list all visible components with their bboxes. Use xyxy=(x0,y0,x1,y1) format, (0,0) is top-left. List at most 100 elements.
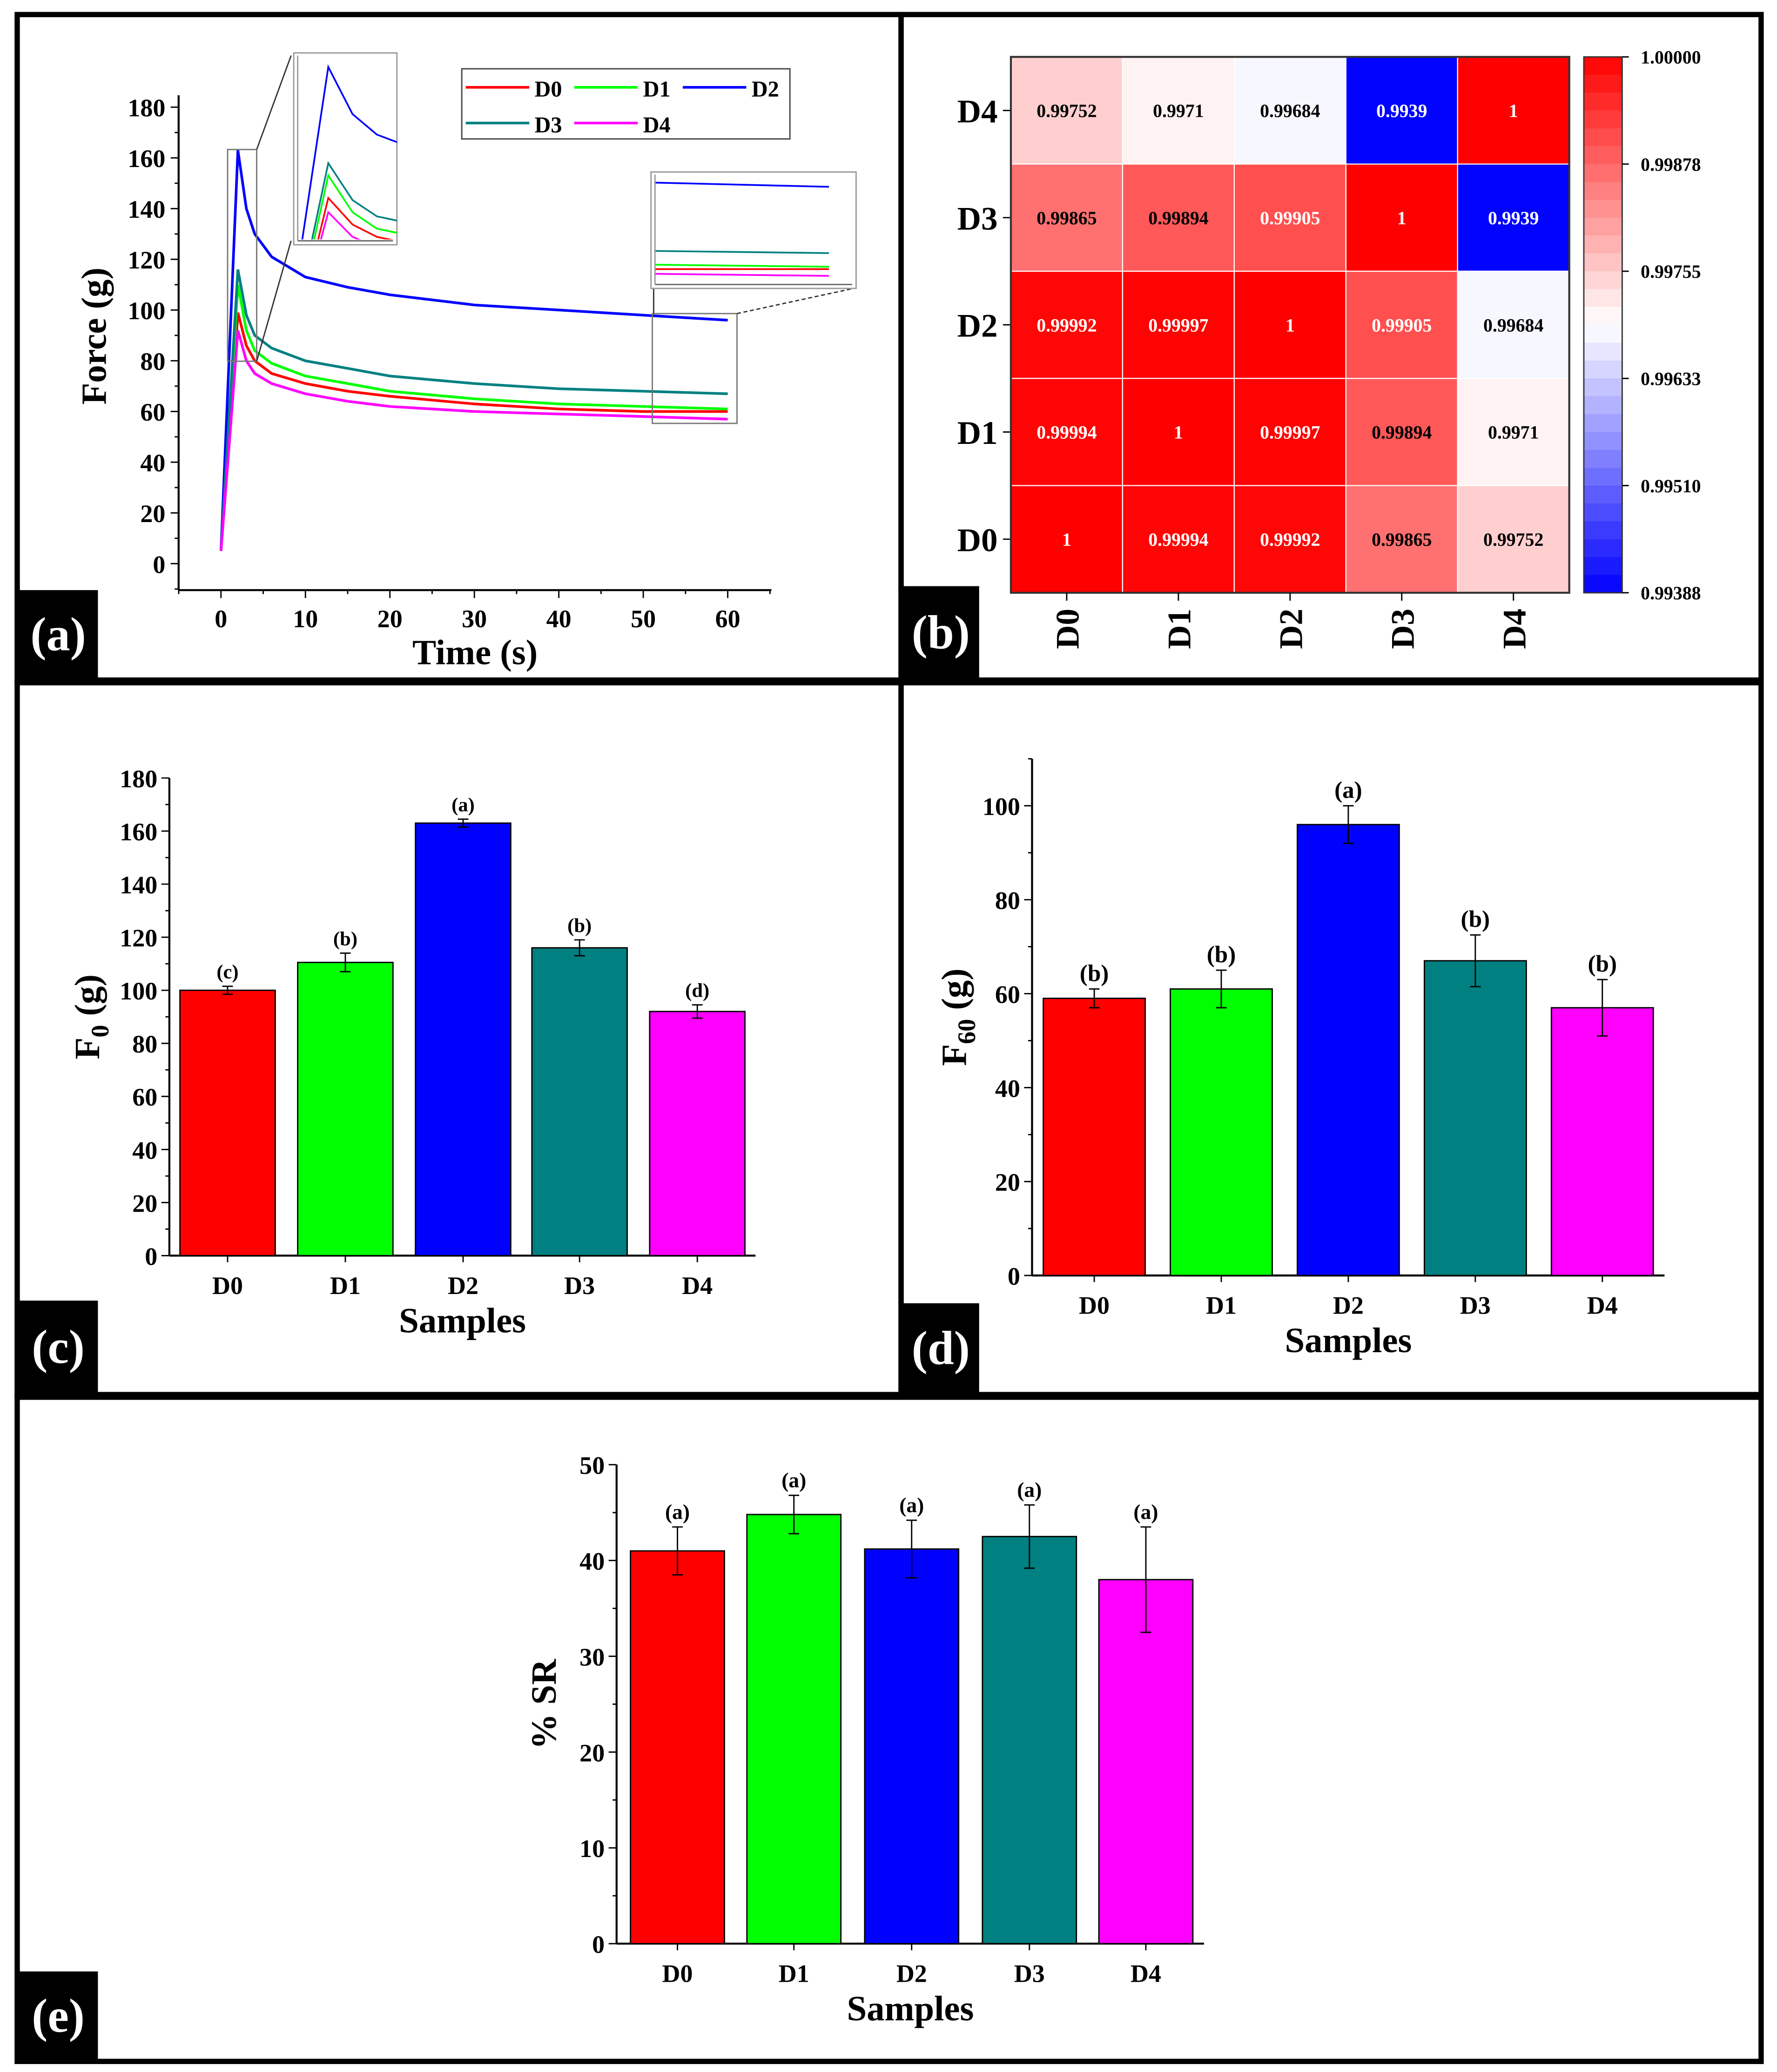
bar-d1 xyxy=(1170,988,1273,1276)
colorbar-step xyxy=(1583,93,1622,111)
x-tick-label: D0 xyxy=(1079,1292,1110,1320)
series-line-d3 xyxy=(219,269,728,551)
heatmap-cell-value: 0.99752 xyxy=(1037,101,1097,121)
colorbar-step xyxy=(1583,217,1622,236)
heatmap-cell-value: 1 xyxy=(1397,208,1407,228)
colorbar-step xyxy=(1583,271,1622,290)
y-tick-label: 100 xyxy=(128,297,165,325)
colorbar-step xyxy=(1583,485,1622,504)
heatmap-cell xyxy=(1010,270,1124,379)
panel-tag-bg xyxy=(18,1971,98,2060)
heatmap-cell xyxy=(1010,378,1124,486)
inset-end-zoom xyxy=(650,171,857,289)
significance-letter: (b) xyxy=(1080,960,1109,986)
x-tick-label: D3 xyxy=(1460,1292,1491,1320)
x-tick-label: D2 xyxy=(448,1272,478,1300)
x-tick-label: 60 xyxy=(715,605,740,633)
bar-d1 xyxy=(297,961,394,1256)
x-tick-label: 30 xyxy=(462,605,487,633)
colorbar-step xyxy=(1583,575,1622,594)
colorbar-step xyxy=(1583,521,1622,540)
y-tick-label: 40 xyxy=(140,449,165,477)
zoom-connector xyxy=(256,55,292,150)
bar-d0 xyxy=(179,989,276,1256)
row-label: D1 xyxy=(957,415,998,451)
y-tick-label: 60 xyxy=(140,398,165,426)
y-tick-label: 0 xyxy=(145,1242,157,1270)
colorbar-step xyxy=(1583,146,1622,165)
inset-frame xyxy=(650,171,857,289)
heatmap-cell xyxy=(1457,485,1570,594)
y-tick-label: 0 xyxy=(592,1931,605,1958)
x-tick-label: D3 xyxy=(1014,1960,1045,1988)
y-tick-label: 120 xyxy=(120,924,157,952)
colorbar-step xyxy=(1583,307,1622,326)
y-axis-title-main: % SR xyxy=(524,1658,564,1750)
inset-peak-zoom xyxy=(293,52,398,246)
heatmap-cell xyxy=(1010,163,1124,272)
y-tick-label: 140 xyxy=(128,195,165,223)
y-tick-label: 160 xyxy=(120,818,157,846)
x-tick-label: D0 xyxy=(212,1272,243,1300)
colorbar-step xyxy=(1583,414,1622,433)
colorbar-step xyxy=(1583,57,1622,76)
col-label: D4 xyxy=(1496,609,1533,649)
row-label: D4 xyxy=(957,94,998,130)
col-label: D0 xyxy=(1050,609,1086,649)
panel-e-frame xyxy=(14,1395,1764,2064)
legend: D0 D1 D2 D3 D4 xyxy=(461,68,791,140)
heatmap-cell xyxy=(1233,56,1346,165)
x-tick-label: 10 xyxy=(293,605,318,633)
colorbar-step xyxy=(1583,468,1622,487)
x-tick-label: D0 xyxy=(662,1960,693,1988)
heatmap-cell-value: 0.99894 xyxy=(1148,208,1208,228)
colorbar-step xyxy=(1583,360,1622,379)
significance-letter: (d) xyxy=(685,980,709,1002)
y-tick-label: 180 xyxy=(128,94,165,122)
bar-d4 xyxy=(1098,1579,1194,1945)
panel-a-line-chart: 0 10 20 30 40 50 60 0 20 40 60 80 100 120 140 160 180 Tim… xyxy=(74,52,857,672)
significance-letter: (a) xyxy=(781,1469,806,1492)
panel-b-heatmap: 0.99752 0.9971 0.99684 0.9939 1 D4 0.99865 0.99… xyxy=(957,47,1701,649)
heatmap-cell xyxy=(1345,163,1458,272)
significance-letter: (b) xyxy=(333,928,357,950)
y-tick-label: 160 xyxy=(128,145,165,173)
x-tick-label: D1 xyxy=(330,1272,361,1300)
colorbar-step xyxy=(1583,289,1622,308)
heatmap-cell xyxy=(1233,485,1346,594)
x-axis-title: Samples xyxy=(847,1989,974,2028)
heatmap-cell-value: 1 xyxy=(1062,530,1071,550)
legend-frame xyxy=(461,68,791,140)
x-axis-title: Samples xyxy=(399,1301,526,1340)
heatmap-cell-value: 0.99894 xyxy=(1372,422,1432,443)
bar-d4 xyxy=(1550,1007,1654,1276)
bar-d3 xyxy=(1423,960,1527,1276)
colorbar-step xyxy=(1583,181,1622,201)
x-tick-label: D1 xyxy=(779,1960,809,1988)
x-tick-label: D4 xyxy=(1131,1960,1161,1988)
heatmap-cell xyxy=(1122,270,1235,379)
x-tick-label: D4 xyxy=(1587,1292,1618,1320)
zoom-connector xyxy=(256,241,292,362)
panel-tag-bg xyxy=(18,590,98,679)
panel-e-bar-chart: 0 10 20 30 40 50 (a) D0 (a) D1 (a) D2 (a) D3 (a) D4 Samp… xyxy=(524,1452,1205,2028)
colorbar-tick-label: 0.99388 xyxy=(1641,583,1701,603)
colorbar-step xyxy=(1583,539,1622,558)
y-axis-title-main: F xyxy=(67,1038,107,1059)
significance-letter: (b) xyxy=(1461,906,1490,932)
heatmap-cell-value: 0.9939 xyxy=(1488,208,1539,228)
colorbar-step xyxy=(1583,342,1622,362)
col-label: D1 xyxy=(1161,609,1198,649)
colorbar-step xyxy=(1583,164,1622,183)
heatmap-cell-value: 0.99997 xyxy=(1148,315,1208,335)
bar-d3 xyxy=(982,1536,1077,1945)
bar-d0 xyxy=(630,1550,725,1945)
inset-line-d3 xyxy=(311,161,397,240)
inset-frame xyxy=(293,52,398,246)
colorbar-tick-label: 1.00000 xyxy=(1641,47,1701,67)
colorbar-step xyxy=(1583,128,1622,147)
heatmap-cell-value: 0.9971 xyxy=(1153,101,1204,121)
row-label: D0 xyxy=(957,522,998,558)
y-tick-label: 80 xyxy=(132,1030,157,1058)
